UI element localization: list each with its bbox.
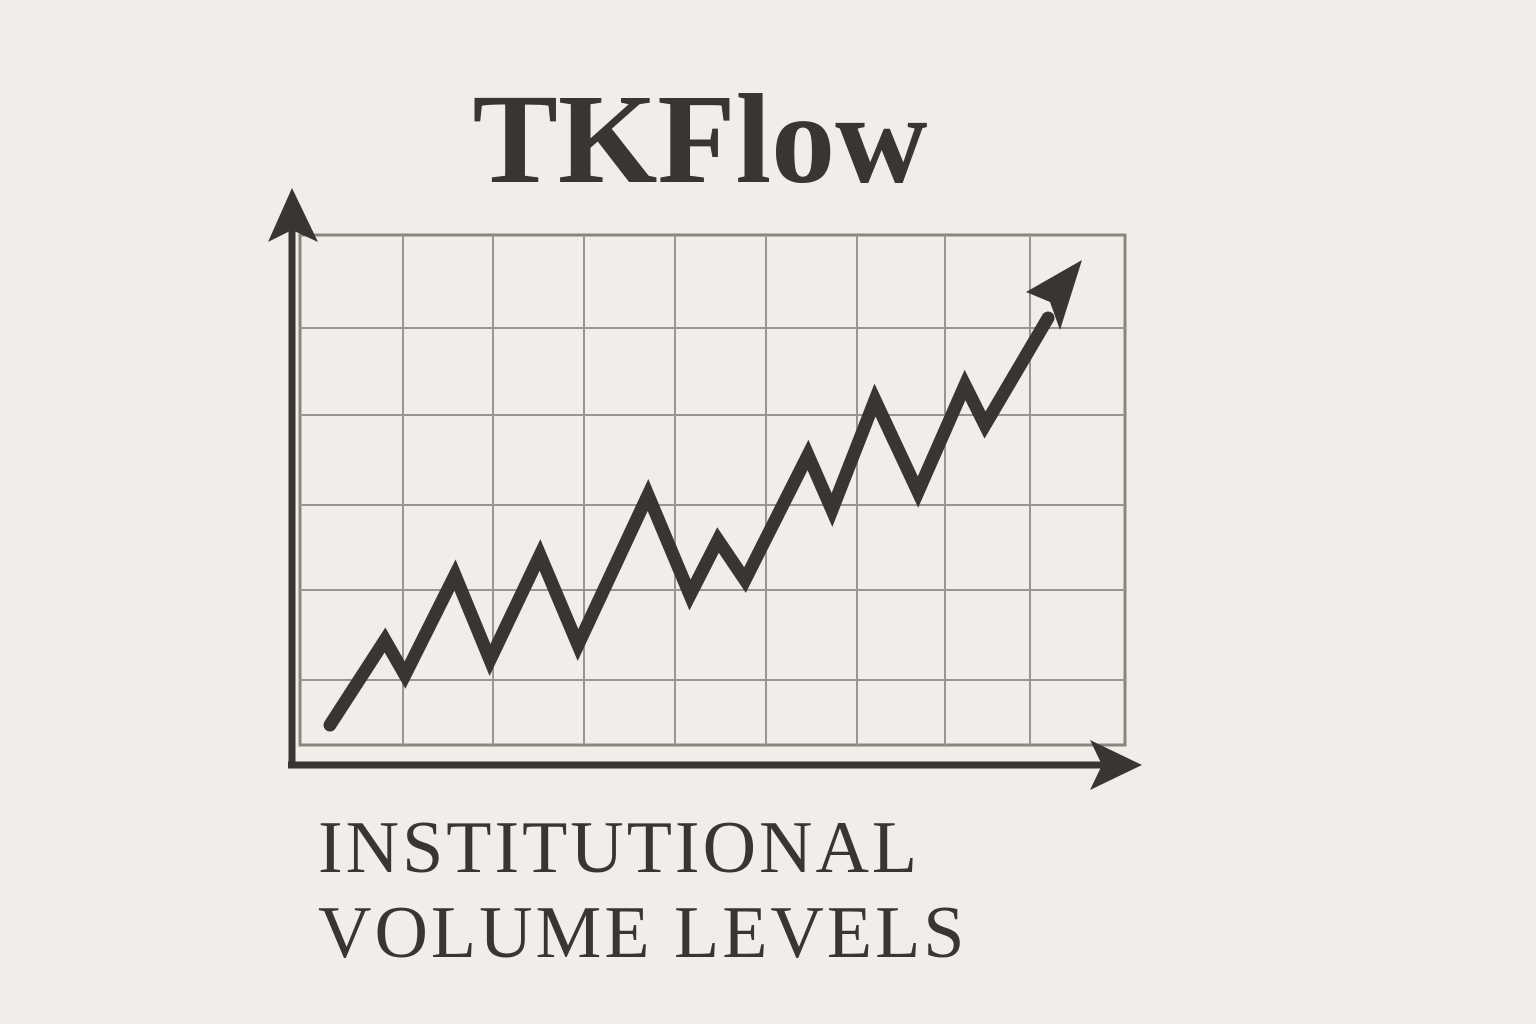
grid-frame [298,233,1127,747]
trend-line [323,311,1055,732]
caption-line: INSTITUTIONAL [318,807,920,889]
y-axis-arrow [268,188,318,242]
trend-arrow [1026,260,1082,330]
x-axis-arrow [1090,740,1142,790]
caption-line: VOLUME LEVELS [318,892,967,974]
title: TKFlow [472,68,927,210]
axes [268,188,1142,790]
